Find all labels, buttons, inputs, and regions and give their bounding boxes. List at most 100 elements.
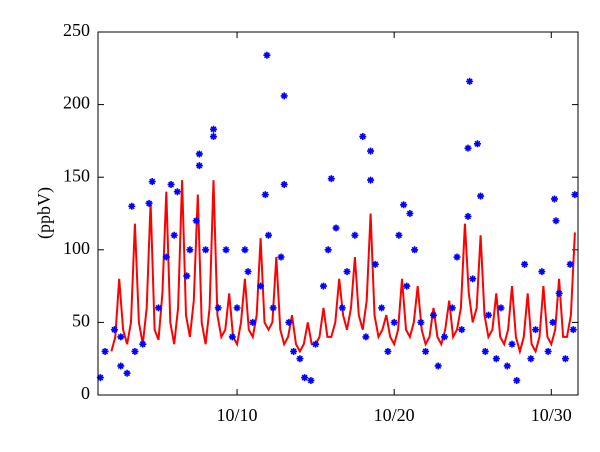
- scatter-point: [290, 347, 298, 355]
- scatter-point: [202, 246, 210, 254]
- scatter-point: [532, 326, 540, 334]
- scatter-point: [264, 231, 272, 239]
- scatter-point: [552, 217, 560, 225]
- scatter-point: [395, 231, 403, 239]
- scatter-point: [148, 178, 156, 186]
- scatter-point: [301, 374, 309, 382]
- scatter-point: [527, 355, 535, 363]
- scatter-point: [549, 318, 557, 326]
- scatter-point: [338, 304, 346, 312]
- data-line: [110, 180, 576, 356]
- y-tick-label: 150: [63, 165, 90, 185]
- scatter-point: [241, 246, 249, 254]
- scatter-point: [403, 282, 411, 290]
- scatter-point: [162, 253, 170, 261]
- scatter-point: [569, 326, 577, 334]
- y-tick-label: 100: [63, 238, 90, 258]
- plot-frame: [97, 31, 579, 396]
- scatter-point: [469, 275, 477, 283]
- scatter-point: [285, 318, 293, 326]
- scatter-point: [233, 304, 241, 312]
- scatter-point: [110, 326, 118, 334]
- scatter-point: [257, 282, 265, 290]
- scatter-point: [192, 217, 200, 225]
- scatter-point: [139, 340, 147, 348]
- scatter-point: [324, 246, 332, 254]
- y-tick-label: 0: [81, 383, 90, 403]
- scatter-point: [351, 231, 359, 239]
- scatter-point: [173, 188, 181, 196]
- scatter-point: [145, 199, 153, 207]
- scatter-point: [538, 268, 546, 276]
- scatter-point: [319, 282, 327, 290]
- scatter-point: [440, 333, 448, 341]
- scatter-point: [422, 347, 430, 355]
- scatter-point: [312, 340, 320, 348]
- y-tick-label: 250: [63, 20, 90, 40]
- scatter-point: [186, 246, 194, 254]
- scatter-point: [508, 340, 516, 348]
- scatter-point: [280, 180, 288, 188]
- scatter-point: [544, 347, 552, 355]
- scatter-point: [359, 133, 367, 141]
- scatter-point: [464, 144, 472, 152]
- scatter-point: [280, 92, 288, 100]
- scatter-point: [195, 150, 203, 158]
- scatter-point: [434, 362, 442, 370]
- scatter-point: [117, 362, 125, 370]
- scatter-point: [571, 191, 579, 199]
- scatter-point: [497, 304, 505, 312]
- scatter-point: [473, 140, 481, 148]
- x-tick-label: 10/10: [217, 405, 258, 425]
- scatter-point: [244, 268, 252, 276]
- scatter-point: [195, 162, 203, 170]
- x-tick-label: 10/20: [374, 405, 415, 425]
- scatter-point: [384, 347, 392, 355]
- scatter-point: [343, 268, 351, 276]
- scatter-point: [263, 51, 271, 59]
- scatter-point: [503, 362, 511, 370]
- scatter-point: [269, 304, 277, 312]
- scatter-point: [249, 318, 257, 326]
- scatter-point: [131, 347, 139, 355]
- scatter-point: [209, 133, 217, 141]
- scatter-point: [371, 260, 379, 268]
- scatter-point: [307, 376, 315, 384]
- scatter-point: [406, 210, 414, 217]
- y-axis-label: (ppbV): [34, 187, 55, 239]
- scatter-point: [214, 304, 222, 312]
- scatter-point: [481, 347, 489, 355]
- scatter-point: [261, 191, 269, 199]
- scatter-point: [400, 201, 408, 209]
- scatter-point: [154, 304, 162, 312]
- scatter-point: [327, 175, 335, 183]
- scatter-point: [209, 125, 217, 133]
- scatter-point: [466, 77, 474, 85]
- scatter-point: [128, 202, 136, 210]
- y-tick-label: 50: [72, 311, 90, 331]
- scatter-point: [566, 260, 574, 268]
- scatter-point: [484, 311, 492, 319]
- scatter-point: [561, 355, 569, 363]
- scatter-point: [228, 333, 236, 341]
- scatter-point: [458, 326, 466, 334]
- scatter-point: [117, 333, 125, 341]
- scatter-point: [96, 374, 104, 382]
- scatter-point: [521, 260, 529, 268]
- scatter-point: [277, 253, 285, 261]
- scatter-point: [183, 272, 191, 280]
- scatter-point: [477, 192, 485, 200]
- scatter-point: [448, 304, 456, 312]
- scatter-point: [513, 376, 521, 384]
- scatter-point: [167, 180, 175, 188]
- scatter-point: [170, 231, 178, 239]
- x-tick-label: 10/30: [531, 405, 572, 425]
- scatter-point: [367, 176, 375, 184]
- scatter-point: [123, 369, 131, 377]
- scatter-point: [550, 195, 558, 203]
- scatter-point: [362, 333, 370, 341]
- scatter-point: [101, 347, 109, 355]
- scatter-point: [492, 355, 500, 363]
